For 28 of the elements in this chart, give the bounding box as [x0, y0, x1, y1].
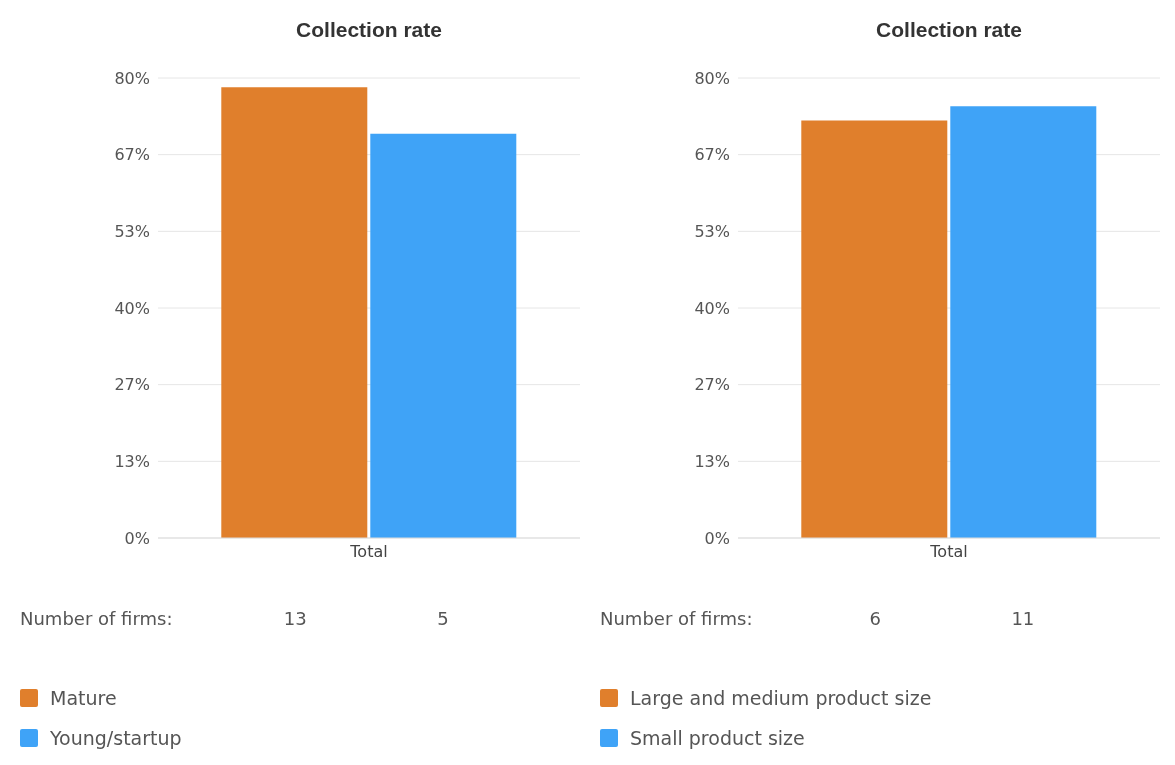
text: 5 [436, 608, 450, 629]
text: 11 [1010, 608, 1036, 629]
chart-title: Collection rate [875, 18, 1023, 42]
text: 13 [282, 608, 308, 629]
y-tick-label: 53% [114, 222, 150, 242]
y-tick-label: 27% [114, 375, 150, 395]
y-tick-label: 80% [694, 68, 730, 88]
text: Number of firms: [20, 608, 173, 629]
y-tick-label: 27% [694, 375, 730, 395]
legend-label: Small product size [630, 726, 805, 751]
x-tick-label: Total [929, 542, 968, 562]
y-tick-label: 13% [114, 452, 150, 472]
y-tick-label: 67% [114, 145, 150, 165]
y-tick-label: 0% [704, 528, 730, 548]
legend-label: Young/startup [50, 726, 182, 751]
chart-title: Collection rate [295, 18, 443, 42]
y-tick-label: 40% [694, 298, 730, 318]
y-tick-label: 53% [694, 222, 730, 242]
legend-label: Large and medium product size [630, 686, 932, 711]
y-tick-label: 0% [124, 528, 150, 548]
text: Number of firms: [600, 608, 753, 629]
y-tick-label: 67% [694, 145, 730, 165]
y-tick-label: 13% [694, 452, 730, 472]
y-tick-label: 40% [114, 298, 150, 318]
legend-label: Mature [50, 686, 117, 711]
text: 6 [868, 608, 882, 629]
y-tick-label: 80% [114, 68, 150, 88]
x-tick-label: Total [349, 542, 388, 562]
